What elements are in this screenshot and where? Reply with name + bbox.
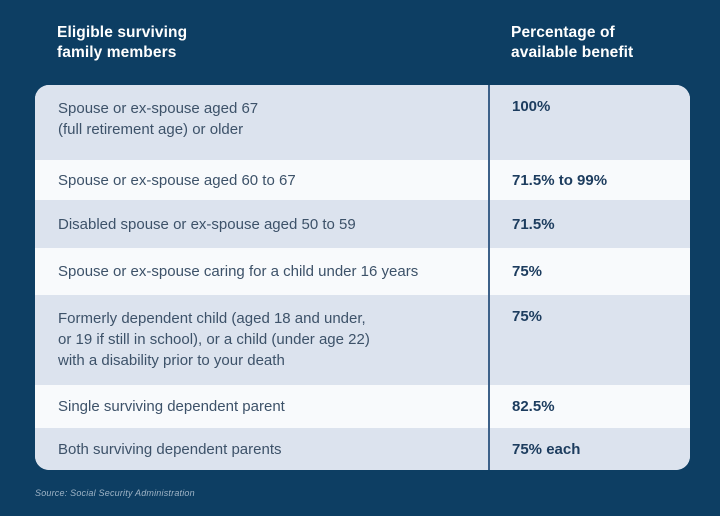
member-cell: Single surviving dependent parent: [58, 398, 285, 415]
member-cell: Spouse or ex-spouse aged 67 (full retire…: [58, 100, 259, 138]
benefit-cell: 75%: [488, 295, 690, 385]
table-row: Spouse or ex-spouse aged 60 to 67 71.5% …: [35, 160, 690, 200]
table-row: Spouse or ex-spouse caring for a child u…: [35, 248, 690, 295]
member-cell: Formerly dependent child (aged 18 and un…: [58, 310, 370, 369]
column-header-benefit: Percentage of available benefit: [511, 24, 634, 61]
benefit-cell: 75%: [488, 248, 690, 295]
column-header-members: Eligible surviving family members: [57, 24, 188, 61]
member-cell: Both surviving dependent parents: [58, 440, 282, 458]
benefit-cell: 75% each: [488, 428, 690, 470]
member-cell: Spouse or ex-spouse aged 60 to 67: [58, 171, 296, 189]
table-row: Spouse or ex-spouse aged 67 (full retire…: [35, 85, 690, 160]
benefit-cell: 71.5%: [488, 200, 690, 248]
benefit-cell: 71.5% to 99%: [488, 160, 690, 200]
member-cell: Disabled spouse or ex-spouse aged 50 to …: [58, 215, 356, 233]
benefits-table: Spouse or ex-spouse aged 67 (full retire…: [35, 85, 690, 470]
benefit-cell: 100%: [488, 85, 690, 160]
table-row: Formerly dependent child (aged 18 and un…: [35, 295, 690, 385]
table-row: Single surviving dependent parent 82.5%: [35, 385, 690, 428]
member-cell: Spouse or ex-spouse caring for a child u…: [58, 263, 419, 280]
benefit-cell: 82.5%: [488, 385, 690, 428]
source-attribution: Source: Social Security Administration: [35, 488, 195, 498]
table-row: Disabled spouse or ex-spouse aged 50 to …: [35, 200, 690, 248]
table-row: Both surviving dependent parents 75% eac…: [35, 428, 690, 470]
